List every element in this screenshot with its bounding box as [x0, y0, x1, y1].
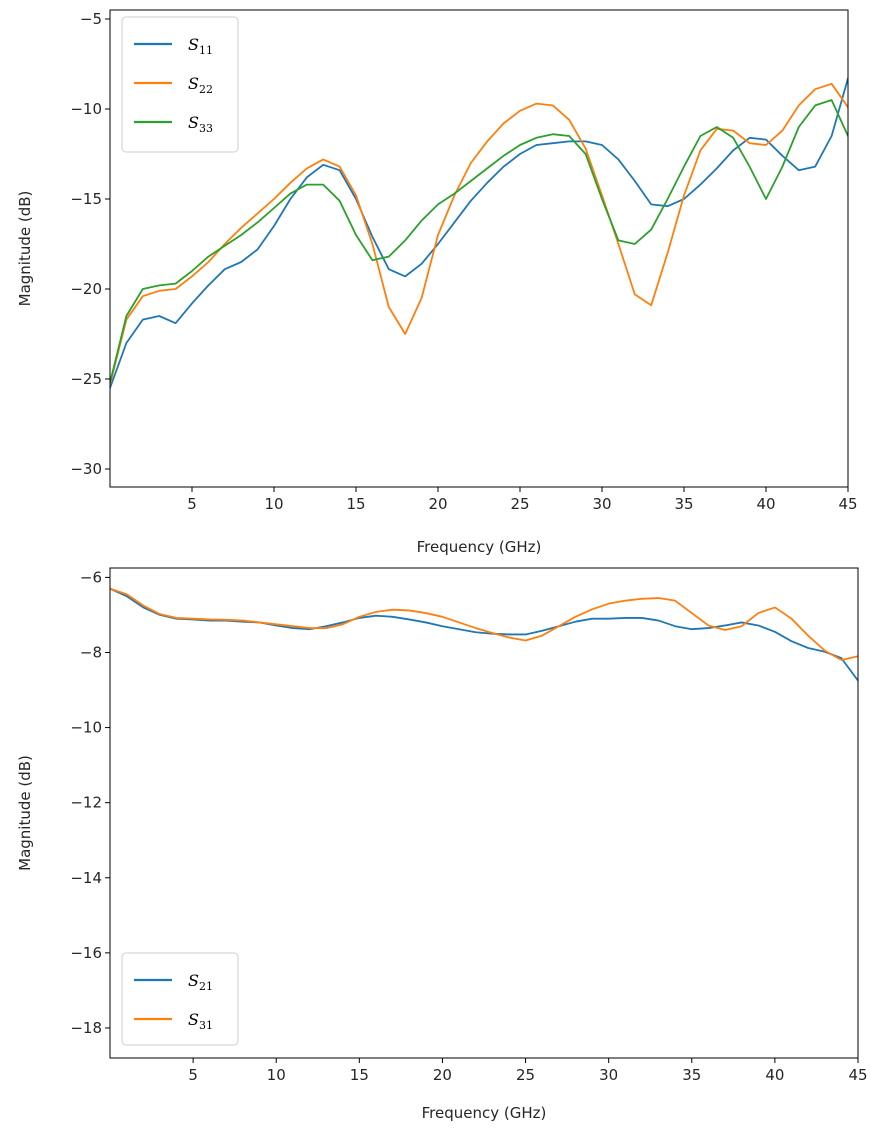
x-tick-label: 35	[674, 495, 693, 513]
x-axis-label: Frequency (GHz)	[422, 1104, 547, 1122]
series-line-s31	[110, 587, 858, 661]
x-tick-label: 45	[838, 495, 857, 513]
chart-panel-1: 5 10 15 20 25 30 35 40 45 −30 −25 −20 −15 −10 −5 Freque…	[16, 9, 858, 556]
y-tick-label: −20	[70, 280, 102, 298]
y-tick-label: −10	[70, 719, 102, 737]
y-tick-label: −18	[70, 1019, 102, 1037]
x-tick-label: 20	[433, 1066, 452, 1084]
x-tick-label: 15	[346, 495, 365, 513]
y-tick-label: −25	[70, 370, 102, 388]
x-axis-label: Frequency (GHz)	[417, 538, 542, 556]
y-tick-label: −16	[70, 944, 102, 962]
series-line-s11	[110, 77, 848, 389]
x-tick-label: 35	[682, 1066, 701, 1084]
x-tick-label: 5	[188, 1066, 198, 1084]
y-tick-label: −12	[70, 794, 102, 812]
x-tick-label: 10	[264, 495, 283, 513]
chart-panel-2: 5 10 15 20 25 30 35 40 45 −18 −16 −14 −12 −10 −8 −6 Freq…	[16, 567, 868, 1122]
x-tick-label: 30	[592, 495, 611, 513]
x-tick-label: 20	[428, 495, 447, 513]
x-tick-label: 5	[187, 495, 197, 513]
y-axis-label: Magnitude (dB)	[16, 755, 34, 871]
series-line-s33	[110, 99, 848, 384]
x-tick-label: 40	[765, 1066, 784, 1084]
series-line-s21	[110, 587, 858, 682]
plot-area-frame	[109, 567, 859, 1059]
x-tick-label: 10	[267, 1066, 286, 1084]
plot-area-frame	[109, 9, 849, 488]
y-tick-label: −10	[70, 100, 102, 118]
x-tick-label: 15	[350, 1066, 369, 1084]
y-tick-label: −6	[80, 568, 102, 586]
x-tick-label: 25	[516, 1066, 535, 1084]
y-tick-label: −5	[80, 10, 102, 28]
legend-box	[121, 952, 239, 1046]
y-tick-label: −14	[70, 869, 102, 887]
series-line-s22	[110, 82, 848, 386]
x-tick-label: 30	[599, 1066, 618, 1084]
y-tick-label: −15	[70, 190, 102, 208]
y-tick-label: −30	[70, 460, 102, 478]
y-axis-label: Magnitude (dB)	[16, 191, 34, 307]
x-tick-label: 25	[510, 495, 529, 513]
x-tick-label: 40	[756, 495, 775, 513]
x-tick-label: 45	[848, 1066, 867, 1084]
legend-box	[121, 16, 239, 153]
y-tick-label: −8	[80, 643, 102, 661]
